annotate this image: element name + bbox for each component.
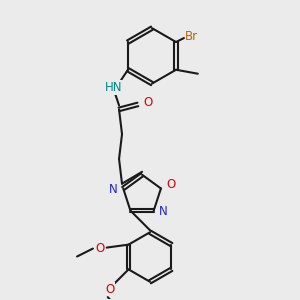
Text: O: O [166, 178, 176, 191]
Text: N: N [159, 205, 168, 218]
Text: N: N [109, 183, 118, 196]
Text: Br: Br [185, 30, 198, 43]
Text: O: O [95, 242, 104, 255]
Text: O: O [143, 96, 152, 109]
Text: O: O [105, 283, 114, 296]
Text: HN: HN [105, 81, 123, 94]
